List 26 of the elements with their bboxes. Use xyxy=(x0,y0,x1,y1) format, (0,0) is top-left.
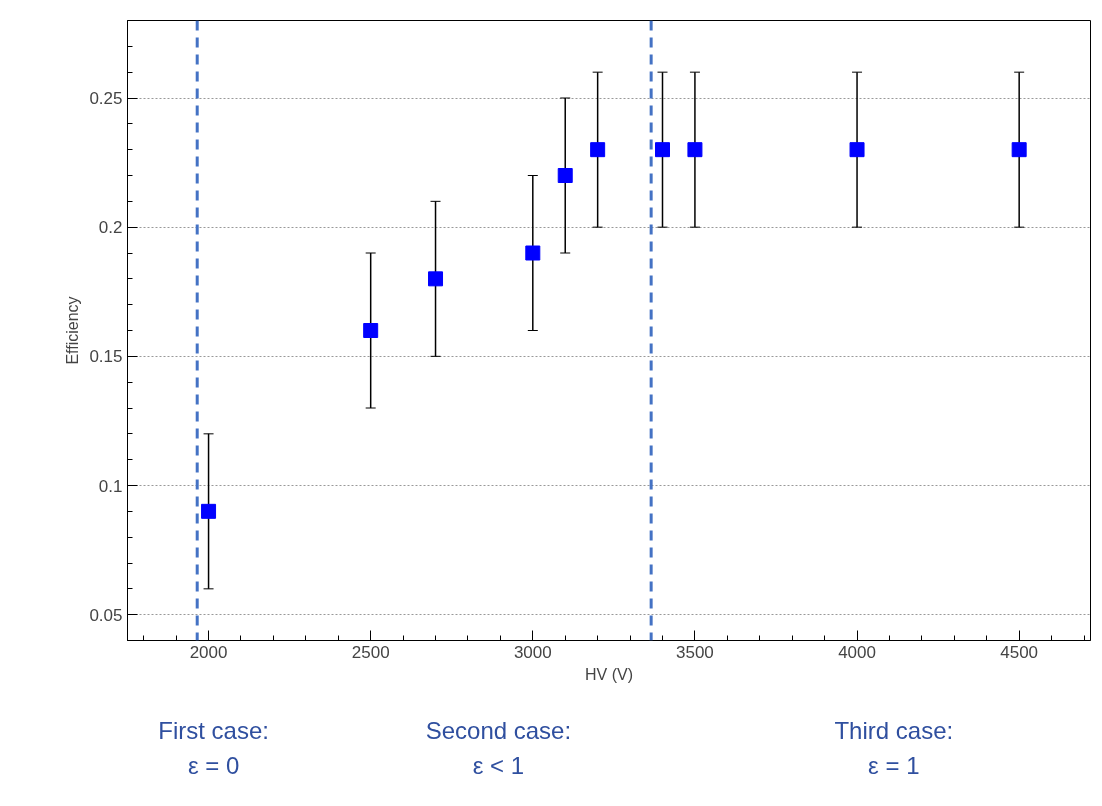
point xyxy=(363,323,379,338)
y-tick-label: 0.25 xyxy=(89,89,123,108)
x-tick-label: 3000 xyxy=(513,642,552,662)
y-tick-label: 0.2 xyxy=(98,218,123,238)
y-axis-title: Efficiency xyxy=(64,296,82,365)
x-tick-label: 4500 xyxy=(1000,642,1039,662)
point xyxy=(687,142,703,158)
y-tick-label: 0.15 xyxy=(89,347,123,367)
x-tick-label: 4000 xyxy=(838,642,876,662)
text: First case: ε = 0 xyxy=(158,716,269,780)
text: Third case: ε = 1 xyxy=(834,716,954,780)
point xyxy=(201,503,217,519)
y-tick-label: 0.05 xyxy=(89,605,123,625)
point xyxy=(590,142,606,158)
point xyxy=(655,142,670,158)
x-axis-title: HV (V) xyxy=(585,665,633,683)
point xyxy=(1011,142,1027,158)
text: Second case: ε < 1 xyxy=(425,716,572,780)
x-tick-label: 3500 xyxy=(676,642,714,662)
x-tick-label: 2000 xyxy=(189,642,228,662)
point xyxy=(525,245,541,261)
point xyxy=(557,168,573,183)
y-tick-label: 0.1 xyxy=(98,476,123,496)
x-tick-label: 2500 xyxy=(351,642,390,662)
point xyxy=(849,142,865,158)
point xyxy=(428,271,444,287)
